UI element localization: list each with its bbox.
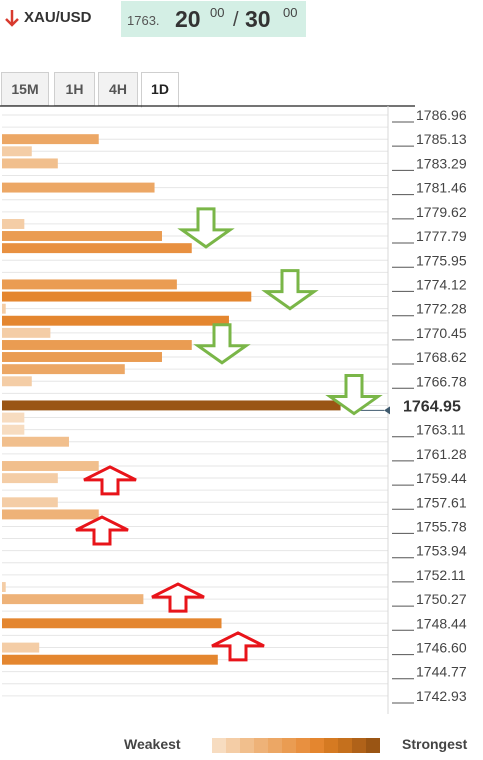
support-arrow-up-icon [75, 515, 129, 546]
confluence-bar [2, 412, 25, 423]
price-prefix: 1763. [127, 13, 160, 28]
tab-4h[interactable]: 4H [98, 72, 138, 106]
resistance-arrow-down-icon [261, 269, 319, 311]
price-label: 1759.44 [416, 470, 467, 486]
confluence-bar [2, 509, 99, 520]
current-price-pointer [384, 406, 390, 415]
quote-box: 1763. 20 00 / 30 00 [121, 1, 306, 37]
bid-big-digits: 20 [175, 6, 201, 32]
price-label: 1768.62 [416, 349, 467, 365]
legend-swatch [352, 738, 366, 753]
price-label: 1774.12 [416, 276, 467, 292]
price-label: 1772.28 [416, 301, 467, 317]
legend-strongest-label: Strongest [402, 736, 468, 752]
legend-strength-scale [212, 738, 380, 753]
confluence-chart: 1786.96 1785.13 1783.29 1781.46 1779.62 1777.… [0, 105, 467, 714]
confluence-bar [2, 436, 69, 447]
bid-pipettes: 00 [210, 5, 225, 20]
resistance-arrow-down-icon [177, 207, 235, 249]
legend-swatch [240, 738, 254, 753]
price-label: 1744.77 [416, 664, 467, 680]
confluence-bar [2, 243, 192, 254]
ask-pipettes: 00 [283, 5, 298, 20]
legend-swatch [282, 738, 296, 753]
legend-swatch [310, 738, 324, 753]
confluence-bar [2, 303, 6, 314]
confluence-bar [2, 315, 229, 326]
price-label: 1785.13 [416, 131, 467, 147]
confluence-bar [2, 279, 177, 290]
price-label: 1783.29 [416, 155, 467, 171]
price-label: 1750.27 [416, 591, 467, 607]
confluence-bar [2, 231, 162, 241]
arrow-down-icon [5, 10, 19, 27]
confluence-bar [2, 473, 58, 484]
confluence-bar [2, 424, 25, 435]
legend-swatch [226, 738, 240, 753]
confluence-bar [2, 364, 125, 375]
price-label: 1779.62 [416, 204, 467, 220]
confluence-bar [2, 594, 144, 605]
price-label: 1763.11 [416, 422, 466, 438]
price-label: 1748.44 [416, 615, 467, 631]
price-label: 1742.93 [416, 688, 467, 704]
support-arrow-up-icon [83, 465, 137, 496]
confluence-bar [2, 134, 99, 145]
resistance-arrow-down-icon [193, 323, 251, 365]
confluence-bar [2, 352, 162, 362]
confluence-bar [2, 376, 32, 387]
bid-ask-separator: / [233, 9, 239, 31]
confluence-bar [2, 327, 51, 338]
legend-swatch [338, 738, 352, 753]
price-label: 1777.79 [416, 228, 467, 244]
current-price-label: 1764.95 [403, 398, 461, 415]
price-header: XAU/USD 1763. 20 00 / 30 00 [0, 0, 483, 38]
legend-swatch [324, 738, 338, 753]
pair-name: XAU/USD [24, 9, 92, 26]
price-label: 1761.28 [416, 446, 467, 462]
legend-swatch [212, 738, 226, 753]
confluence-bar [2, 219, 25, 229]
confluence-bar [2, 654, 218, 665]
confluence-bar [2, 618, 222, 629]
confluence-bar [2, 340, 192, 350]
confluence-bar [2, 291, 252, 302]
tab-1d[interactable]: 1D [141, 72, 179, 108]
price-label: 1755.78 [416, 518, 467, 534]
tab-1h[interactable]: 1H [54, 72, 95, 106]
legend-swatch [366, 738, 380, 753]
confluence-bar [2, 146, 32, 157]
confluence-bar [2, 497, 58, 508]
legend-swatch [296, 738, 310, 753]
legend-weakest-label: Weakest [124, 736, 181, 752]
tab-15m[interactable]: 15M [1, 72, 49, 106]
price-label: 1753.94 [416, 543, 467, 559]
price-label: 1775.95 [416, 252, 467, 268]
resistance-arrow-down-icon [325, 374, 383, 416]
support-arrow-up-icon [211, 631, 265, 662]
confluence-bar [2, 642, 40, 653]
price-label: 1757.61 [416, 494, 467, 510]
confluence-bar [2, 182, 155, 193]
confluence-bar [2, 582, 6, 592]
confluence-bar [2, 400, 341, 411]
price-label: 1752.11 [416, 567, 466, 583]
support-arrow-up-icon [151, 582, 205, 613]
price-label: 1766.78 [416, 373, 467, 389]
price-label: 1786.96 [416, 107, 467, 123]
price-label: 1746.60 [416, 640, 467, 656]
legend-swatch [268, 738, 282, 753]
legend-swatch [254, 738, 268, 753]
confluence-bar [2, 461, 99, 471]
ask-big-digits: 30 [245, 6, 271, 32]
confluence-bar [2, 158, 58, 169]
price-label: 1770.45 [416, 325, 467, 341]
price-label: 1781.46 [416, 180, 467, 196]
